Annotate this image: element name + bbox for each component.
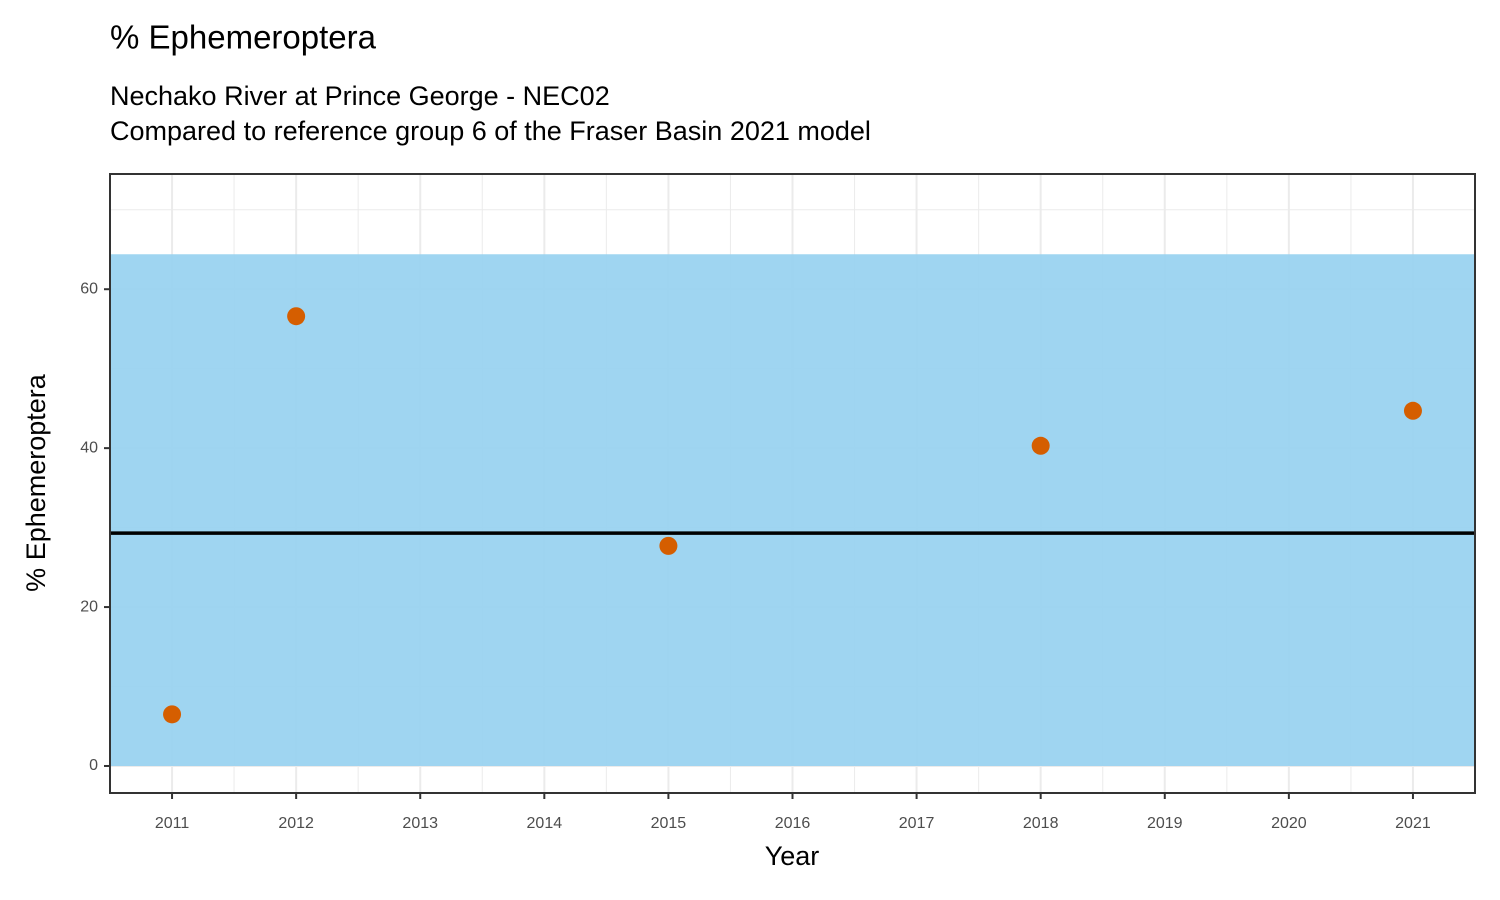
x-tick-label: 2017 — [899, 815, 935, 832]
reference-band — [110, 254, 1475, 766]
y-tick-label: 60 — [80, 280, 98, 297]
x-tick-label: 2019 — [1147, 815, 1183, 832]
point — [163, 705, 182, 724]
chart-title: % Ephemeroptera — [110, 19, 377, 56]
y-axis-title: % Ephemeroptera — [21, 373, 51, 592]
chart-subtitle: Compared to reference group 6 of the Fra… — [110, 116, 871, 146]
point — [659, 536, 678, 555]
chart-subtitle: Nechako River at Prince George - NEC02 — [110, 81, 610, 111]
x-axis-title: Year — [765, 841, 820, 871]
x-tick-label: 2018 — [1023, 815, 1059, 832]
y-tick-label: 20 — [80, 598, 98, 615]
x-tick-label: 2021 — [1395, 815, 1431, 832]
x-tick-label: 2014 — [527, 815, 563, 832]
panel-border — [109, 173, 1476, 794]
x-tick-label: 2020 — [1271, 815, 1307, 832]
point — [1403, 401, 1422, 420]
point — [287, 307, 306, 326]
y-tick-label: 0 — [89, 757, 98, 774]
y-tick-label: 40 — [80, 439, 98, 456]
x-tick-label: 2011 — [155, 815, 190, 832]
x-tick-label: 2013 — [402, 815, 438, 832]
x-tick-label: 2015 — [651, 815, 687, 832]
x-tick-label: 2016 — [775, 815, 811, 832]
x-tick-label: 2012 — [278, 815, 314, 832]
point — [1031, 436, 1050, 455]
